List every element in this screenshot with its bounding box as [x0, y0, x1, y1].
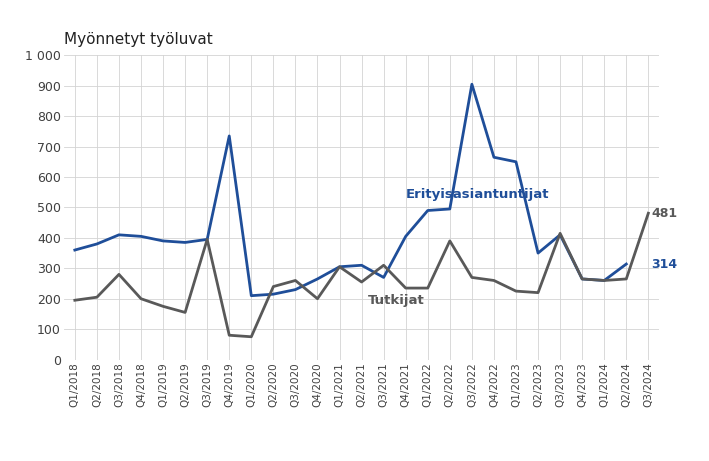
Text: 481: 481	[652, 207, 678, 220]
Text: Tutkijat: Tutkijat	[368, 294, 425, 307]
Text: Myönnetyt työluvat: Myönnetyt työluvat	[64, 32, 213, 47]
Text: 314: 314	[652, 258, 678, 271]
Text: Erityisasiantuntijat: Erityisasiantuntijat	[406, 189, 549, 201]
